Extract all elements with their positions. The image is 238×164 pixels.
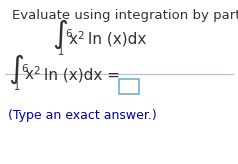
Text: ∫: ∫ — [52, 20, 68, 49]
Text: Evaluate using integration by parts.: Evaluate using integration by parts. — [12, 9, 238, 22]
Text: x: x — [25, 67, 34, 82]
Text: x: x — [69, 32, 78, 47]
Text: 2: 2 — [33, 66, 40, 76]
Text: (Type an exact answer.): (Type an exact answer.) — [8, 109, 157, 122]
Text: 1: 1 — [58, 47, 64, 57]
Text: In (x)dx: In (x)dx — [83, 32, 146, 47]
Text: 6: 6 — [65, 29, 72, 39]
FancyBboxPatch shape — [119, 79, 139, 94]
Text: 6: 6 — [21, 64, 28, 74]
Text: 2: 2 — [77, 31, 84, 41]
Text: In (x)dx =: In (x)dx = — [39, 67, 120, 82]
Text: ∫: ∫ — [8, 55, 24, 84]
Text: 1: 1 — [14, 82, 20, 92]
